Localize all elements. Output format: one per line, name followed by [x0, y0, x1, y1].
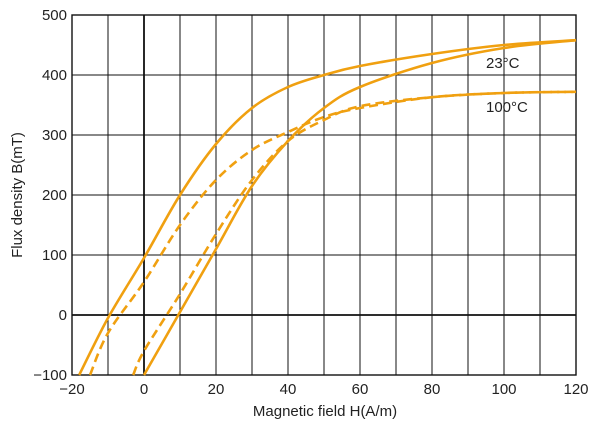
x-tick-label-20: 20 [208, 381, 225, 398]
y-tick-label-300: 300 [42, 127, 67, 144]
y-tick-label-500: 500 [42, 7, 67, 24]
x-tick-label-0: 0 [140, 381, 148, 398]
tick-labels: −20 0 20 40 60 80 100 120 −100 0 100 200 300 400 500 [33, 7, 588, 398]
series-lines [78, 38, 577, 376]
y-axis-label: Flux density B(mT) [9, 132, 26, 258]
plot-frame [71, 14, 577, 376]
x-tick-label-80: 80 [424, 381, 441, 398]
x-tick-label-60: 60 [352, 381, 369, 398]
series-1-branch-0-line [88, 90, 577, 376]
series-1-branch-1-line [132, 90, 577, 376]
y-tick-label-400: 400 [42, 67, 67, 84]
y-tick-label-200: 200 [42, 187, 67, 204]
axes [71, 14, 577, 376]
y-tick-label-100: 100 [42, 247, 67, 264]
x-tick-label--20: −20 [59, 381, 84, 398]
series-label-23c: 23°C [486, 55, 520, 72]
x-tick-label-40: 40 [280, 381, 297, 398]
series-0-branch-0-line [78, 38, 577, 376]
x-tick-label-100: 100 [491, 381, 516, 398]
x-axis-label: Magnetic field H(A/m) [253, 403, 397, 420]
y-tick-label--100: −100 [33, 367, 67, 384]
series-label-100c: 100°C [486, 99, 528, 116]
x-tick-label-120: 120 [563, 381, 588, 398]
y-tick-label-0: 0 [59, 307, 67, 324]
